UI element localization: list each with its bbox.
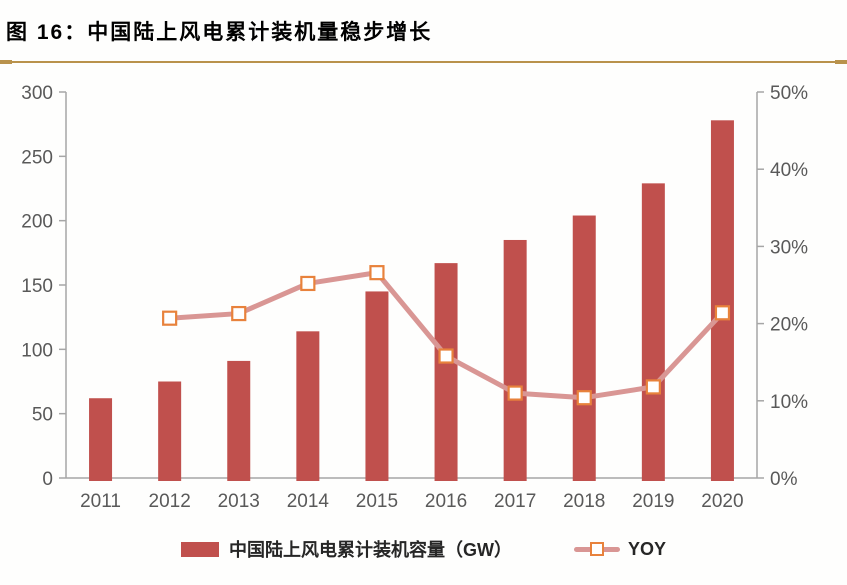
x-axis-year-label: 2014 (287, 491, 330, 512)
divider-cap-right (835, 60, 847, 64)
bar-2012 (158, 381, 182, 481)
yoy-marker-2012 (162, 310, 178, 326)
x-axis-year-label: 2020 (701, 491, 743, 512)
bar-2015 (365, 291, 389, 481)
x-axis-year-label: 2013 (218, 491, 260, 512)
bar-2011 (89, 398, 113, 481)
title-divider (0, 60, 847, 64)
yoy-marker-2015 (369, 265, 385, 281)
bar-2013 (227, 360, 251, 481)
yoy-marker-2017 (507, 385, 523, 401)
left-axis-tick-label: 50 (32, 405, 53, 426)
x-axis-year-label: 2016 (425, 491, 467, 512)
left-axis-tick-label: 200 (21, 212, 53, 233)
divider-cap-left (0, 60, 12, 64)
right-axis-tick-label: 20% (770, 315, 808, 336)
bar-2018 (572, 215, 596, 481)
yoy-marker-2018 (576, 390, 592, 406)
left-axis-tick-label: 100 (21, 340, 53, 361)
yoy-marker-2016 (438, 348, 454, 364)
right-axis-tick-label: 50% (770, 83, 808, 104)
line-series-swatch-icon (573, 541, 620, 556)
line-marker-icon (589, 541, 604, 556)
left-axis-tick-label: 0 (42, 469, 53, 490)
x-axis-year-label: 2019 (632, 491, 674, 512)
x-axis-year-label: 2011 (80, 491, 121, 512)
bar-series-swatch-icon (180, 541, 219, 557)
yoy-marker-2014 (300, 275, 316, 292)
right-axis-tick-label: 30% (770, 237, 808, 258)
left-axis-tick-label: 300 (21, 83, 53, 104)
figure-title: 图 16：中国陆上风电累计装机量稳步增长 (6, 21, 433, 44)
bar-2020 (710, 120, 734, 481)
bar-2019 (641, 183, 665, 481)
bar-2016 (434, 263, 458, 481)
yoy-marker-2013 (231, 305, 247, 322)
yoy-marker-2019 (645, 379, 661, 395)
legend-label-capacity: 中国陆上风电累计装机容量（GW） (228, 540, 512, 560)
yoy-marker-2020 (714, 305, 731, 321)
legend-label-yoy: YOY (627, 538, 666, 559)
right-axis-tick-label: 0% (770, 469, 798, 490)
right-axis-tick-label: 10% (770, 392, 808, 413)
bar-2017 (503, 239, 527, 481)
chart-legend: 中国陆上风电累计装机容量（GW） YOY (0, 536, 847, 562)
x-axis-year-label: 2018 (563, 491, 605, 512)
right-axis-tick-label: 40% (770, 160, 808, 181)
x-axis-year-label: 2012 (149, 491, 191, 512)
left-axis-tick-label: 250 (21, 147, 53, 168)
bar-2014 (296, 331, 320, 481)
x-axis-year-label: 2017 (494, 491, 536, 512)
left-axis-tick-label: 150 (21, 276, 53, 297)
x-axis-year-label: 2015 (356, 491, 398, 512)
legend-item-capacity: 中国陆上风电累计装机容量（GW） (180, 536, 512, 562)
legend-item-yoy: YOY (573, 538, 666, 560)
